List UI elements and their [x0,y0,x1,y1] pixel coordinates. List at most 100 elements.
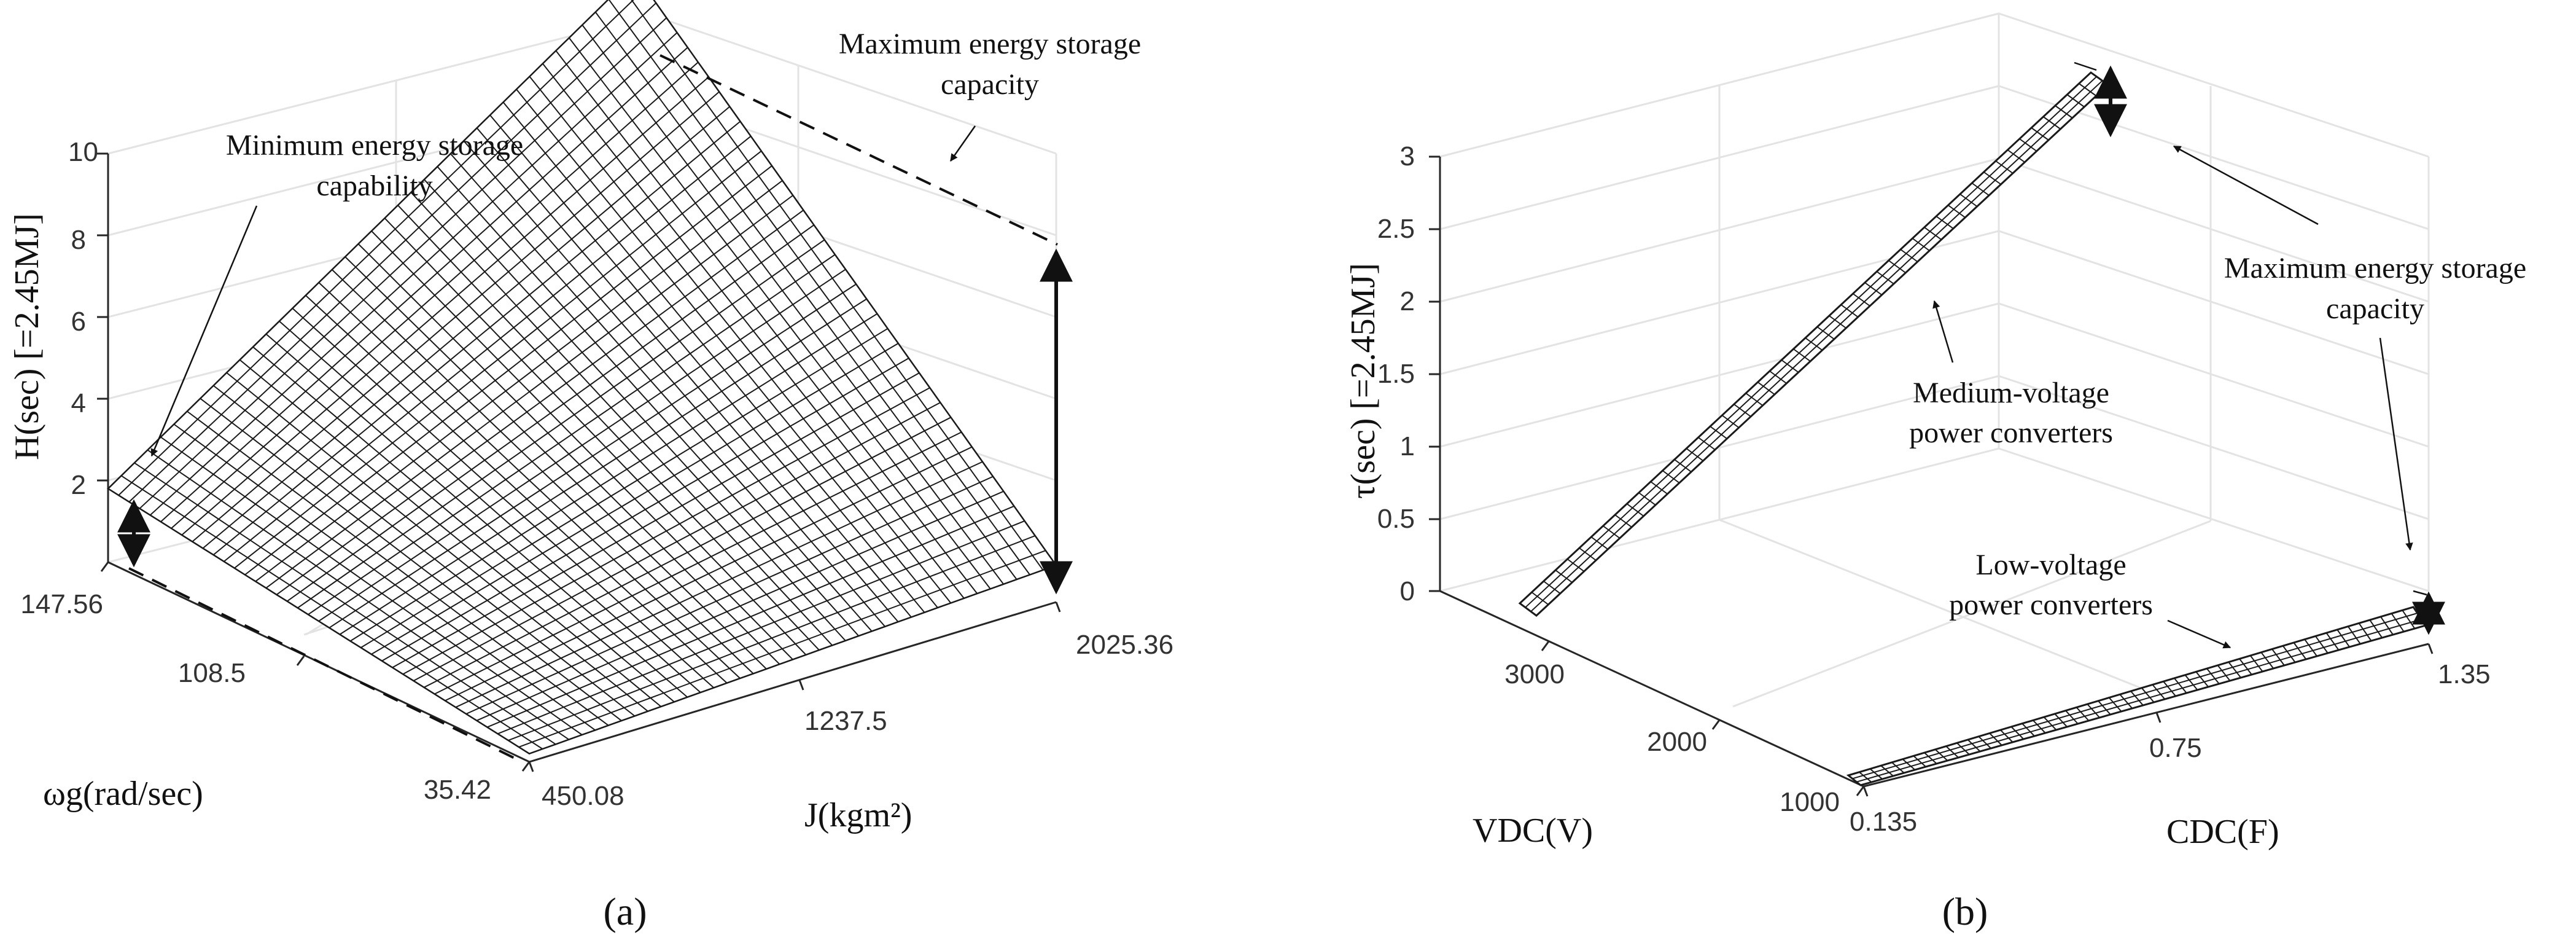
panel-a-mesh-line [487,505,1014,728]
panel-b-mv-mesh-line [1530,80,2103,613]
panel-a-mesh-line [224,135,752,562]
panel-a-mesh-line [497,520,1025,735]
panel-b-lv-mesh-line [2163,681,2176,697]
panel-b-caption: (b) [1942,890,1988,933]
panel-b-lv-mesh-line [2174,678,2187,694]
panel-b-lv-mesh-line [1891,762,1905,774]
panel-b-lv-mesh-line [1848,775,1861,786]
panel-b-mv-mesh-line [1674,459,1692,472]
panel-b-x-axis-label: CDC(F) [2166,813,2279,851]
panel-a-z-tick: 8 [71,225,86,255]
panel-b-lv-mesh-line [2239,658,2252,675]
panel-b-mv-mesh-line [1781,359,1799,373]
panel-b-mv-mesh-line [1888,260,1906,273]
panel-b-lv-mesh-line [2184,675,2198,691]
panel-b-mv-mesh-line [1757,382,1775,395]
panel-b-mv-mesh-line [1531,592,1549,605]
panel-b-mv-mesh-line [1555,570,1573,583]
panel-b-lv-mesh-line [2087,703,2100,718]
panel-a-mesh-line [318,268,846,622]
panel-b-lv-mesh-line [1848,606,2414,776]
panel-b: Maximum energy storage capacity Medium-v… [1344,12,2526,933]
panel-a-mesh-line [107,0,609,490]
panel-b-lv-mesh-line [2282,645,2296,663]
panel-b-y-axis-label: VDC(V) [1473,812,1593,850]
panel-b-mv-mesh-line [1983,171,2001,185]
panel-b-mv-mesh-line [1829,315,1846,329]
panel-a-y-axis-label: ωg(rad/sec) [43,775,203,813]
panel-a-mesh-line [308,254,836,616]
panel-b-lv-mesh-line [2304,639,2317,657]
panel-b-lv-annotation-line2: power converters [1949,589,2153,621]
panel-b-lv-mesh-line [1999,729,2014,743]
panel-b-lv-mesh-line [2369,619,2383,638]
panel-a-mesh-line [212,120,741,555]
panel-a-mesh-line [349,313,878,642]
panel-a-mesh-line [329,283,857,629]
panel-b-z-tick: 3 [1400,141,1415,171]
panel-b-z-tick: 2 [1400,286,1415,316]
panel-b-mv-mesh-line [1662,470,1680,484]
panel-a-mesh-line [149,32,678,516]
panel-b-mv-mesh-line [1698,437,1716,450]
panel-a-mesh-line [255,180,783,582]
panel-b-z-tick: 1.5 [1377,359,1415,389]
panel-b-mv-mesh-line [1590,536,1608,550]
panel-a-mesh-line [160,47,688,522]
panel-b-mv-mesh-line [1710,426,1727,439]
panel-a-mesh-line [192,91,720,543]
panel-b-mv-mesh-line [1900,249,1918,262]
panel-a-max-annotation-line1: Maximum energy storage [839,28,1141,60]
panel-b-lv-mesh-line [2358,622,2372,641]
panel-b-lv-mesh-line [2065,710,2079,724]
panel-b-lv-mesh-line [2054,713,2068,727]
panel-b-mv-mesh-line [2007,149,2025,163]
panel-a-mesh-line [392,372,920,668]
panel-b-mv-annotation-line1: Medium-voltage [1913,377,2109,409]
panel-a-surface-mesh [106,0,1057,755]
panel-b-grid [1439,12,2430,708]
panel-a-caption: (a) [603,890,647,933]
panel-a-mesh-line [455,461,983,708]
panel-b-mv-mesh-line [2019,138,2037,152]
panel-b-lv-mesh-line [2228,661,2241,678]
panel-b-mv-mesh-line [1852,293,1870,307]
panel-b-axes [1429,155,2434,797]
panel-b-lv-mesh-line [1978,736,1991,749]
panel-b-lv-mesh-line [1869,768,1883,780]
panel-a-max-annotation-line2: capacity [941,68,1039,101]
panel-b-lv-annotation-line1: Low-voltage [1975,549,2126,581]
panel-b-mv-tick-line [2074,61,2097,71]
panel-a-mesh-line [202,106,730,549]
panel-b-lv-mesh-line [1860,625,2426,786]
panel-a-mesh-line [371,343,899,655]
panel-b-mv-mesh-line [2031,127,2049,141]
panel-b-lv-mesh-line [2010,726,2025,740]
panel-b-mv-mesh-line [1614,514,1632,528]
panel-a-max-pointer [949,125,976,162]
panel-b-mv-mesh-line [1686,448,1704,461]
panel-a-top-dashed-line [660,54,1058,246]
panel-b-lv-mesh-line [1880,765,1894,777]
panel-a-mesh-line [118,0,634,496]
panel-b-mv-mesh-line [1805,337,1823,351]
panel-b-low-voltage-surface [1846,606,2427,786]
panel-b-mv-mesh-line [1840,304,1859,318]
panel-a-y-tick: 147.56 [20,589,103,619]
panel-a-mesh-line [265,195,793,589]
panel-b-lv-mesh-line [1924,752,1937,764]
panel-b-mv-mesh-line [1912,238,1930,251]
panel-b-mv-mesh-line [1579,547,1597,561]
panel-a-z-axis-label: H(sec) [=2.45MJ] [8,213,46,460]
panel-b-mv-mesh-line [2055,105,2073,119]
panel-b-mv-mesh-line [1924,227,1942,240]
panel-a-mesh-line [424,417,951,688]
panel-b-mv-mesh-line [1971,182,1990,196]
panel-b-mv-mesh-line [1543,581,1561,594]
panel-a-x-tick: 2025.36 [1076,630,1173,660]
panel-b-lv-mesh-line [1956,742,1970,755]
panel-b-mv-mesh-line [1721,415,1740,428]
panel-b-mv-mesh-line [1876,271,1894,284]
panel-b-x-tick: 0.75 [2149,733,2202,763]
panel-b-mv-mesh-line [2066,94,2085,108]
